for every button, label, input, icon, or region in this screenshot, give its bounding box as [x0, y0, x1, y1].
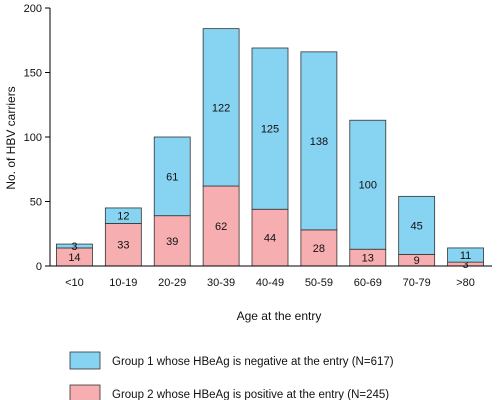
- x-category-label: 10-19: [109, 277, 137, 289]
- x-category-label: 30-39: [207, 277, 235, 289]
- x-axis-categories: <10 10-19 20-29 30-39 40-49 50-59 60-69 70-79 >8…: [65, 277, 475, 289]
- x-category-label: <10: [65, 277, 84, 289]
- y-tick-label: 200: [24, 3, 42, 15]
- data-label-group1: 125: [261, 124, 279, 136]
- bar-segment-group1: [56, 243, 93, 249]
- x-category-label: >80: [456, 277, 475, 289]
- data-label-group1: 12: [117, 211, 129, 223]
- data-label-group2: 28: [313, 243, 325, 255]
- bar-segment-group2: [153, 215, 191, 267]
- data-label-group1: 100: [359, 180, 377, 192]
- legend-swatch: [69, 384, 101, 400]
- bar-segment-group1: [398, 195, 436, 255]
- data-label-group2: 3: [462, 259, 468, 271]
- bar-segment-group1: [153, 136, 191, 217]
- y-tick-label: 0: [36, 261, 42, 273]
- bar-segment-group1: [349, 119, 387, 250]
- legend-label: Group 1 whose HBeAg is negative at the e…: [112, 356, 394, 368]
- bar-segment-group1: [447, 247, 484, 263]
- y-tick-label: 150: [24, 68, 42, 80]
- data-label-group2: 33: [117, 240, 129, 252]
- data-label-group2: 14: [68, 252, 80, 264]
- x-axis-title: Age at the entry: [237, 309, 322, 323]
- y-axis-title: No. of HBV carriers: [4, 86, 18, 189]
- bar-segment-group1: [202, 28, 240, 187]
- x-category-label: 60-69: [354, 277, 382, 289]
- x-category-label: 20-29: [158, 277, 186, 289]
- x-category-label: 70-79: [403, 277, 431, 289]
- data-label-group2: 62: [215, 221, 227, 233]
- data-label-group1: 11: [460, 250, 471, 262]
- x-category-label: 50-59: [305, 277, 333, 289]
- data-label-group1: 122: [212, 102, 230, 114]
- y-tick-label: 50: [30, 197, 42, 209]
- bar-segment-group1: [104, 207, 142, 224]
- legend-label: Group 2 whose HBeAg is positive at the e…: [112, 389, 389, 400]
- bar-segment-group2: [300, 229, 338, 267]
- bar-segment-group1: [251, 47, 289, 210]
- bar-segment-group1: [300, 51, 338, 231]
- data-label-group2: 44: [264, 233, 276, 245]
- y-axis-ticks: 0 50 100 150 200: [24, 3, 50, 273]
- x-category-label: 40-49: [256, 277, 284, 289]
- data-label-group2: 13: [362, 253, 374, 265]
- data-label-group2: 9: [414, 255, 420, 267]
- bar-segment-group2: [104, 223, 142, 267]
- data-label-group1: 45: [411, 220, 423, 232]
- y-tick-label: 100: [24, 132, 42, 144]
- data-label-group1: 3: [71, 241, 77, 253]
- data-label-group1: 138: [310, 136, 328, 148]
- data-label-group1: 61: [166, 171, 178, 183]
- legend-swatch: [69, 351, 101, 370]
- data-label-group2: 39: [166, 236, 178, 248]
- legend: Group 1 whose HBeAg is negative at the e…: [69, 351, 394, 400]
